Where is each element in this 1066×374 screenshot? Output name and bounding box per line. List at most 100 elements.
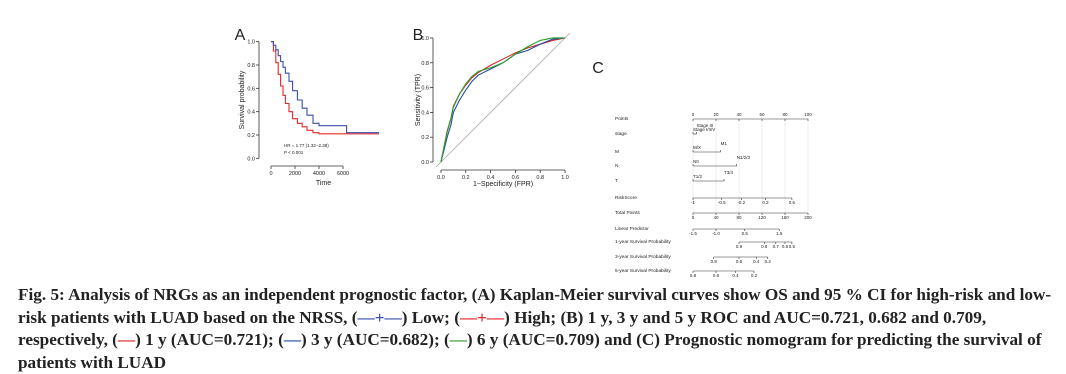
row-tick-label: 0.2 xyxy=(762,200,769,205)
row-tick-label: 0.6 xyxy=(713,273,720,278)
y-tick-label: 0.6 xyxy=(421,86,429,92)
caption-text: ) 1 y (AUC=0.721); ( xyxy=(135,330,284,349)
row-tick-label: 20 xyxy=(713,112,719,117)
row-tick-label: -1 xyxy=(691,200,695,205)
series-line xyxy=(271,41,379,135)
row-tick-label: 100 xyxy=(804,112,812,117)
x-tick-label: 6000 xyxy=(337,171,349,177)
row-tick-label: 60 xyxy=(759,112,765,117)
row-name: Linear Predictor xyxy=(615,226,649,232)
y-tick-label: 0.8 xyxy=(247,63,255,69)
x-tick-label: 4000 xyxy=(313,171,325,177)
row-tick-label: 40 xyxy=(736,112,742,117)
panel-label: A xyxy=(235,27,246,44)
row-tick-label: 120 xyxy=(758,215,766,220)
row-tick-label: 0.4 xyxy=(732,273,739,278)
row-name: stage xyxy=(615,131,627,137)
series-line xyxy=(271,41,379,134)
row-tick-label: 0.5 xyxy=(789,244,796,249)
y-tick-label: 0.8 xyxy=(421,61,429,67)
x-tick-label: 0.6 xyxy=(512,175,520,181)
annotation: P < 0.001 xyxy=(284,150,304,155)
row-tick-label: M/X xyxy=(693,145,701,150)
row-name: Total Points xyxy=(615,210,640,216)
caption-text: ) High; (B) 1 y, 3 y and 5 y ROC and AUC… xyxy=(18,307,987,350)
y-axis-label: Sensitivity (TPR) xyxy=(415,74,422,126)
row-tick-label: 80 xyxy=(782,112,788,117)
y-tick-label: 0.0 xyxy=(421,160,429,166)
legend-icon: —+— xyxy=(459,307,505,327)
panel-label: C xyxy=(592,60,604,77)
y-tick-label: 0.4 xyxy=(247,110,255,116)
caption-text: ) 3 y (AUC=0.682); ( xyxy=(301,330,450,349)
x-tick-label: 2000 xyxy=(289,171,301,177)
legend-icon: — xyxy=(449,330,467,349)
row-tick-label: 0 xyxy=(692,215,695,220)
row-tick-label: -0.2 xyxy=(737,200,745,205)
row-tick-label: 0.6 xyxy=(782,244,789,249)
row-name: M xyxy=(615,149,619,155)
reference-diagonal xyxy=(435,32,571,168)
row-tick-label: Stage I/II/V xyxy=(693,127,715,132)
panel-label: B xyxy=(413,27,424,44)
row-tick-label: 160 xyxy=(781,215,789,220)
row-name: 1-year Survival Probability xyxy=(615,239,671,245)
y-tick-label: 0.4 xyxy=(421,110,429,116)
caption-text: ) 6 y (AUC=0.709) and (C) Prognostic nom… xyxy=(18,330,1042,372)
row-tick-label: T3/4 xyxy=(724,170,734,175)
caption-text: Fig. 5: Analysis of NRGs as an independe… xyxy=(18,285,1052,327)
row-tick-label: 0.2 xyxy=(751,273,758,278)
row-tick-label: 40 xyxy=(713,215,719,220)
row-name: RiskScore xyxy=(615,195,637,201)
x-tick-label: 1.0 xyxy=(561,175,569,181)
y-tick-label: 1.0 xyxy=(421,36,429,42)
row-name: N xyxy=(615,163,619,169)
row-tick-label: -1.0 xyxy=(712,231,720,236)
y-tick-label: 0.0 xyxy=(247,156,255,162)
row-name: 3-year Survival Probability xyxy=(615,254,671,260)
y-axis-label: Survival probability xyxy=(239,70,246,129)
row-tick-label: N0 xyxy=(693,159,699,164)
y-tick-label: 1.0 xyxy=(247,40,255,46)
legend-icon: —+— xyxy=(357,307,402,327)
legend-icon: — xyxy=(283,330,301,349)
row-tick-label: 0.4 xyxy=(753,259,760,264)
row-tick-label: 0.2 xyxy=(765,259,772,264)
legend-icon: — xyxy=(117,330,136,349)
row-name: T xyxy=(615,178,618,184)
x-tick-label: 0.4 xyxy=(487,175,495,181)
row-tick-label: -0.5 xyxy=(718,200,726,205)
row-tick-label: 0.8 xyxy=(690,273,697,278)
series-line xyxy=(440,37,566,163)
row-tick-label: -1.5 xyxy=(689,231,697,236)
annotation: HR = 1.77 (1.32−2.38) xyxy=(284,143,329,148)
x-tick-label: 0.0 xyxy=(437,175,445,181)
x-tick-label: 0.2 xyxy=(462,175,470,181)
y-tick-label: 0.6 xyxy=(247,86,255,92)
row-tick-label: 0.5 xyxy=(742,231,749,236)
row-tick-label: Stage III xyxy=(696,123,713,128)
row-tick-label: 0 xyxy=(692,112,695,117)
y-tick-label: 0.2 xyxy=(247,133,255,139)
x-tick-label: 0 xyxy=(269,171,272,177)
row-tick-label: 80 xyxy=(736,215,742,220)
caption: Fig. 5: Analysis of NRGs as an independe… xyxy=(18,284,1058,374)
row-name: 5-year Survival Probability xyxy=(615,268,671,274)
y-tick-label: 0.2 xyxy=(421,135,429,141)
row-tick-label: 0.9 xyxy=(736,244,743,249)
row-tick-label: 0.8 xyxy=(711,259,718,264)
row-tick-label: 1.5 xyxy=(776,231,783,236)
caption-text: ) Low; ( xyxy=(401,307,460,327)
x-axis-label: Time xyxy=(316,180,331,187)
row-tick-label: 0.6 xyxy=(736,259,743,264)
series-line xyxy=(440,37,566,163)
row-tick-label: M1 xyxy=(721,141,728,146)
row-name: Points xyxy=(615,116,629,122)
row-tick-label: 0.7 xyxy=(773,244,780,249)
row-tick-label: 200 xyxy=(804,215,812,220)
row-tick-label: N1/2/3 xyxy=(737,155,751,160)
x-tick-label: 0.8 xyxy=(536,175,544,181)
row-tick-label: 0.6 xyxy=(789,200,796,205)
row-tick-label: T1/2 xyxy=(693,174,703,179)
